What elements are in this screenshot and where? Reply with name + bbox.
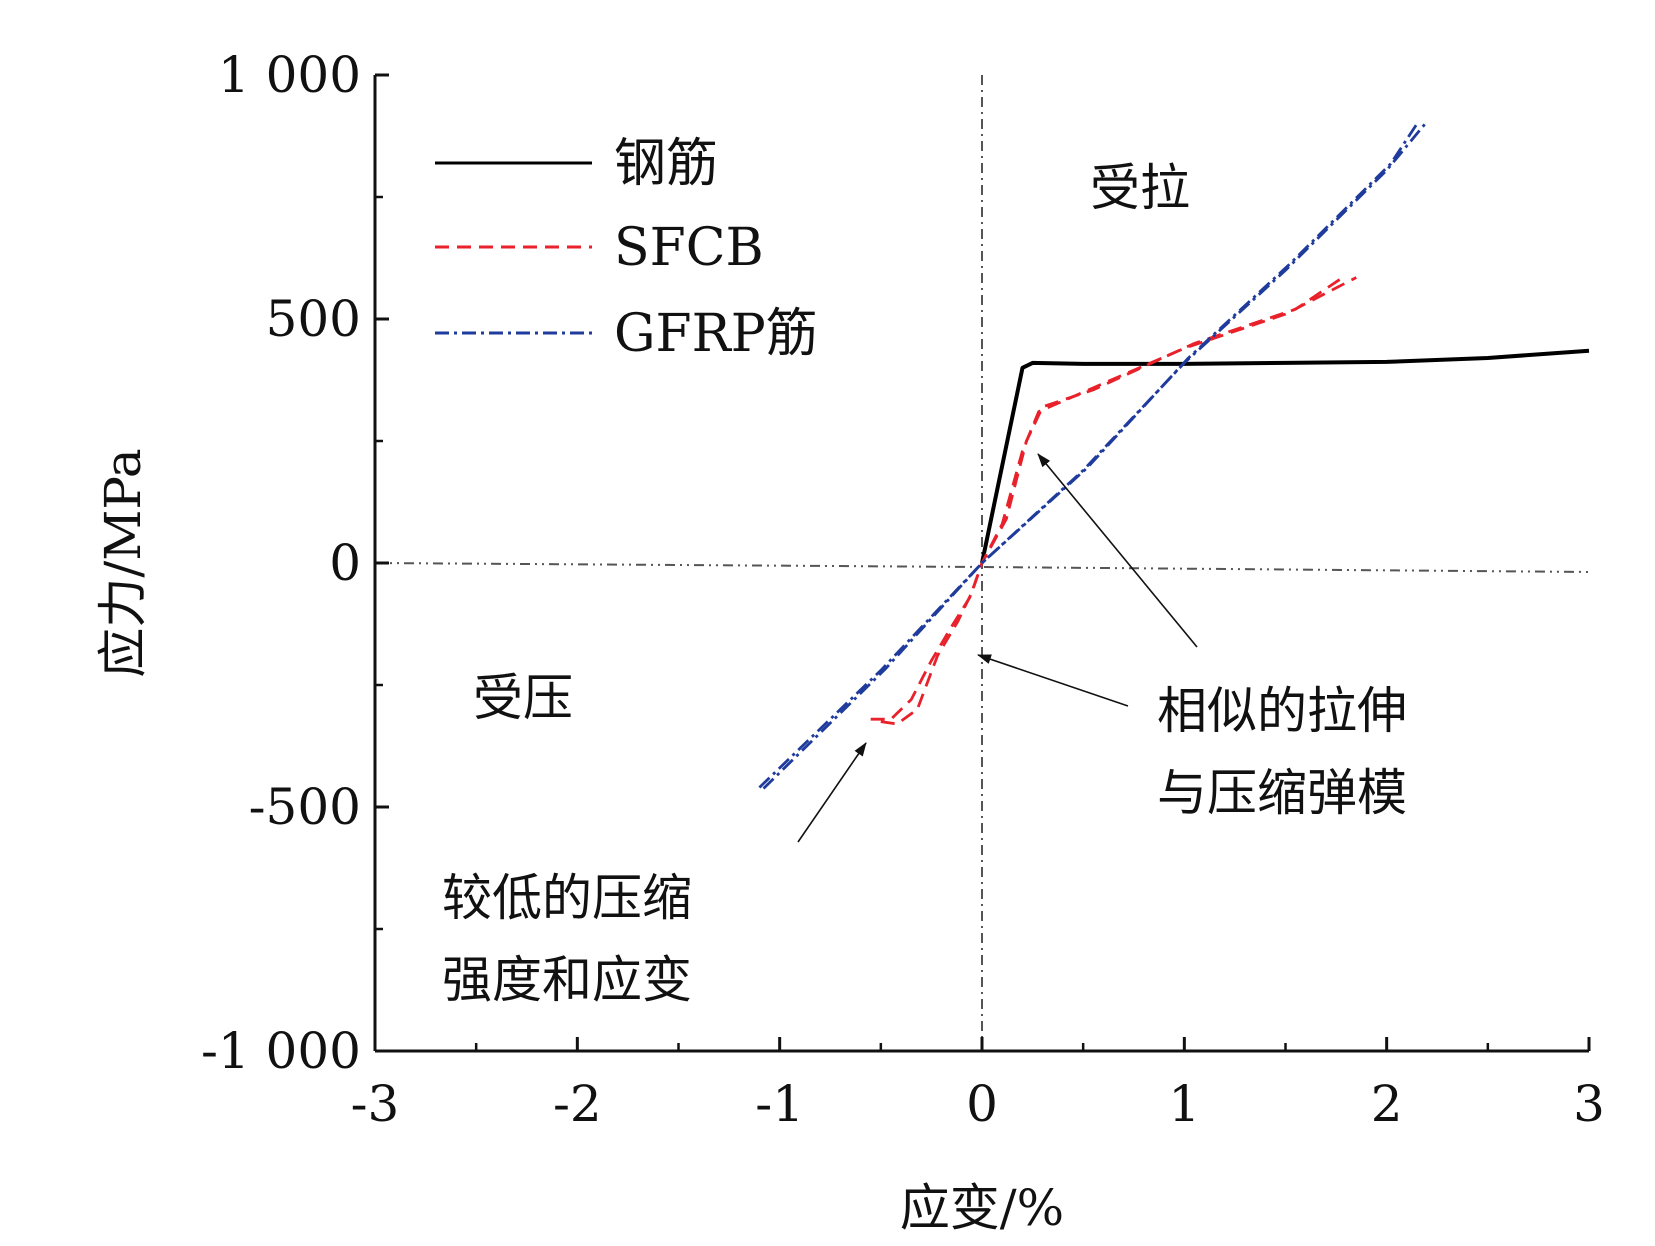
- legend-label-gfrp: GFRP筋: [614, 304, 818, 364]
- series-line-0: [980, 348, 1590, 564]
- y-tick-label: -1 000: [201, 1022, 361, 1080]
- annotation-arrow-compression-strength: [797, 742, 867, 843]
- x-tick-label: 2: [1371, 1075, 1403, 1133]
- axis-ticks: [373, 73, 1591, 1053]
- x-tick-label: -2: [553, 1075, 602, 1133]
- annotation-modulus-line1: 相似的拉伸: [1157, 682, 1407, 740]
- y-tick-label: 1 000: [218, 46, 361, 104]
- axis-tick-labels: -3 -2 -1 0 1 2 3 -1 000 -500 0 500 1 000: [201, 46, 1605, 1133]
- series-line-1: [880, 276, 1357, 726]
- x-tick-label: -1: [755, 1075, 804, 1133]
- annotation-compression: 受压: [473, 669, 573, 727]
- legend-label-sfcb: SFCB: [614, 218, 764, 278]
- x-tick-label: 1: [1168, 1075, 1200, 1133]
- x-axis-title: 应变/%: [900, 1179, 1064, 1237]
- x-tick-label: 3: [1573, 1075, 1605, 1133]
- series-line-4: [762, 123, 1419, 790]
- annotation-strength-line2: 强度和应变: [442, 951, 692, 1009]
- series-line-2: [870, 273, 1347, 721]
- y-tick-label: -500: [249, 778, 361, 836]
- series-layer: [758, 120, 1590, 790]
- annotation-tension: 受拉: [1090, 159, 1190, 217]
- legend: 钢筋 SFCB GFRP筋: [435, 134, 818, 364]
- x-tick-label: -3: [351, 1075, 400, 1133]
- series-line-3: [758, 120, 1429, 789]
- annotation-modulus-line2: 与压缩弹模: [1157, 764, 1407, 822]
- y-tick-label: 500: [266, 290, 361, 348]
- legend-label-steel: 钢筋: [614, 134, 718, 194]
- annotation-arrow-tension-modulus: [1037, 453, 1198, 648]
- y-axis-title: 应力/MPa: [94, 448, 152, 677]
- x-tick-label: 0: [966, 1075, 998, 1133]
- annotation-strength-line1: 较低的压缩: [442, 869, 692, 927]
- annotation-arrow-compression-modulus: [977, 654, 1129, 707]
- y-tick-label: 0: [329, 534, 361, 592]
